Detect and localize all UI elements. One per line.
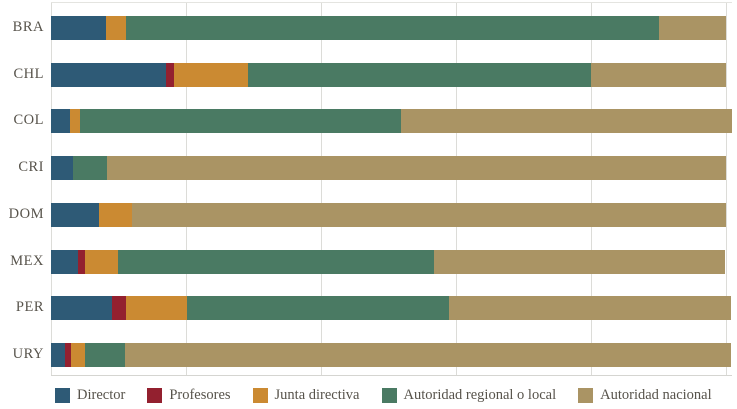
bar-segment[interactable] (186, 296, 450, 321)
x-gridline (321, 3, 322, 375)
legend: Director Profesores Junta directiva Autorid… (55, 387, 712, 404)
legend-label: Profesores (169, 387, 231, 403)
bar-segment[interactable] (131, 202, 726, 227)
legend-label: Director (77, 387, 126, 403)
bar-segment[interactable] (51, 62, 166, 87)
legend-swatch-icon (578, 388, 594, 403)
bar-segment[interactable] (591, 62, 727, 87)
bar-segment[interactable] (51, 342, 66, 367)
bar-segment[interactable] (78, 249, 86, 274)
legend-swatch-icon (55, 388, 70, 403)
legend-item[interactable]: Autoridad nacional (578, 387, 712, 404)
bar-segment[interactable] (401, 109, 733, 134)
x-gridline (591, 3, 592, 375)
bar-segment[interactable] (173, 62, 249, 87)
bar-segment[interactable] (248, 62, 592, 87)
category-label: BRA (12, 19, 44, 35)
bar-segment[interactable] (449, 296, 732, 321)
x-gridline (726, 3, 727, 375)
bar-row (51, 249, 726, 274)
legend-item[interactable]: Profesores (147, 387, 231, 404)
bar-segment[interactable] (51, 16, 106, 40)
bar-segment[interactable] (85, 249, 119, 274)
bar-row (51, 156, 727, 181)
legend-swatch-icon (252, 388, 268, 403)
bar-row (51, 202, 726, 227)
bar-segment[interactable] (112, 296, 126, 321)
bar-segment[interactable] (125, 296, 187, 321)
bar-segment[interactable] (69, 109, 80, 134)
bar-segment[interactable] (51, 109, 70, 134)
legend-label: Junta directiva (274, 387, 360, 403)
bar-row (51, 296, 732, 321)
bar-segment[interactable] (107, 156, 727, 181)
category-label: CRI (18, 159, 44, 176)
bar-segment[interactable] (98, 202, 132, 227)
bar-segment[interactable] (165, 62, 174, 87)
legend-item[interactable]: Junta directiva (252, 387, 360, 404)
category-label: COL (13, 112, 44, 129)
bar-segment[interactable] (84, 342, 125, 367)
bar-segment[interactable] (51, 156, 74, 181)
bar-row (51, 16, 727, 40)
legend-swatch-icon (147, 388, 163, 403)
bar-segment[interactable] (51, 296, 113, 321)
bar-segment[interactable] (434, 249, 726, 274)
bar-segment[interactable] (73, 156, 108, 181)
bar-segment[interactable] (124, 342, 732, 367)
bar-segment[interactable] (125, 16, 659, 40)
x-gridline (456, 3, 457, 375)
legend-label: Autoridad regional o local (403, 387, 557, 403)
bar-segment[interactable] (65, 342, 71, 367)
bar-row (51, 62, 727, 87)
bar-segment[interactable] (70, 342, 85, 367)
bar-row (51, 109, 733, 134)
x-gridline (51, 3, 52, 375)
legend-item[interactable]: Autoridad regional o local (381, 387, 557, 404)
category-label: DOM (8, 205, 44, 222)
legend-item[interactable]: Director (55, 387, 125, 404)
bar-segment[interactable] (105, 16, 126, 40)
category-label: PER (15, 299, 44, 316)
category-label: MEX (10, 252, 44, 269)
x-gridline (186, 3, 187, 375)
legend-swatch-icon (381, 388, 397, 403)
category-label: CHL (13, 65, 44, 82)
category-label: URY (12, 345, 44, 362)
plot-area (51, 2, 733, 376)
bar-segment[interactable] (51, 249, 78, 274)
bar-segment[interactable] (79, 109, 402, 134)
bar-segment[interactable] (51, 202, 99, 227)
bar-segment[interactable] (658, 16, 727, 40)
legend-label: Autoridad nacional (600, 387, 712, 403)
bar-segment[interactable] (118, 249, 435, 274)
bar-row (51, 342, 732, 367)
